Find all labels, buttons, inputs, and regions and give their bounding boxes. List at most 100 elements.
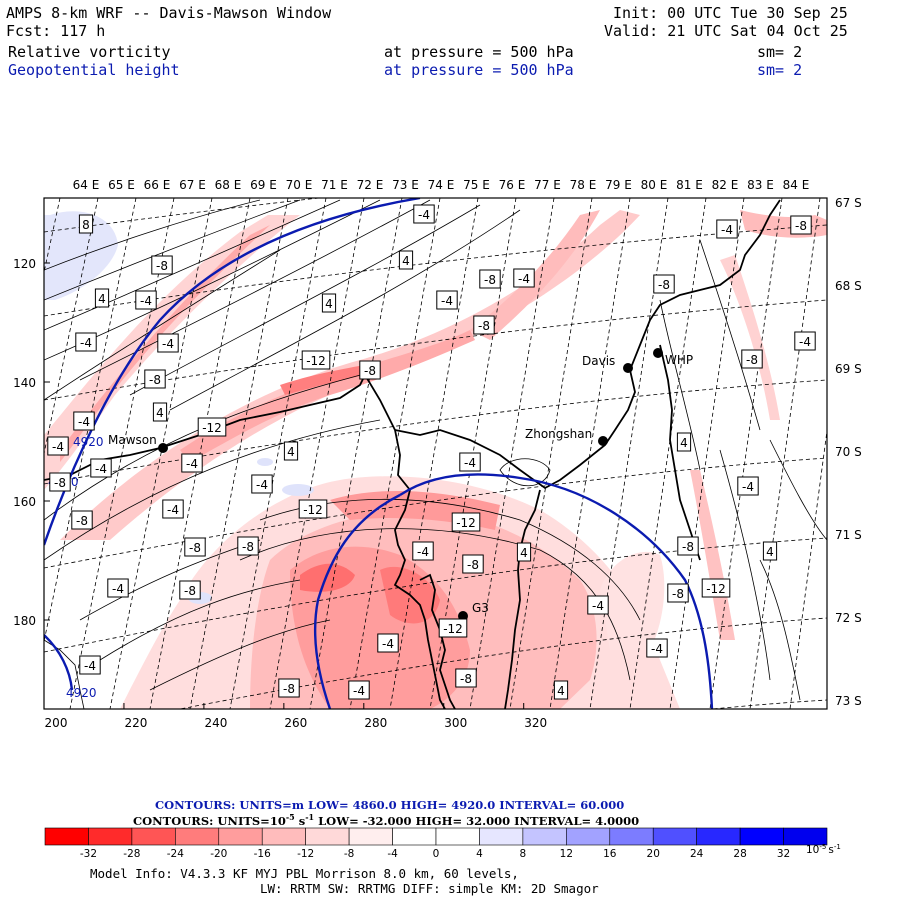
vorticity-label: -4 bbox=[90, 458, 112, 478]
vorticity-label: 4 bbox=[676, 432, 692, 452]
longitude-label: 70 E bbox=[286, 178, 313, 192]
vorticity-label-text: -8 bbox=[149, 373, 161, 387]
vorticity-label-text: -4 bbox=[441, 294, 453, 308]
longitude-line bbox=[44, 198, 99, 456]
station-label-g3: G3 bbox=[472, 601, 489, 615]
contour-line bbox=[769, 439, 827, 541]
vorticity-label: -8 bbox=[667, 583, 689, 603]
contour-line bbox=[759, 559, 801, 701]
vorticity-label-text: -12 bbox=[306, 354, 326, 368]
vorticity-label-text: -4 bbox=[418, 208, 430, 222]
longitude-label: 78 E bbox=[570, 178, 597, 192]
vorticity-label-text: -12 bbox=[443, 622, 463, 636]
vorticity-units-suffix: s bbox=[294, 813, 306, 828]
height-label: 4920 bbox=[66, 686, 97, 700]
vorticity-label: -8 bbox=[184, 537, 206, 557]
latitude-line bbox=[44, 457, 827, 569]
vorticity-label: -12 bbox=[301, 350, 331, 370]
vorticity-label: -8 bbox=[359, 360, 381, 380]
vorticity-label: -4 bbox=[436, 290, 458, 310]
vorticity-label-text: -4 bbox=[417, 545, 429, 559]
vorticity-label-text: 4 bbox=[402, 254, 410, 268]
vorticity-label-text: 4 bbox=[287, 445, 295, 459]
longitude-label: 84 E bbox=[783, 178, 810, 192]
field2-name: Geopotential height bbox=[8, 61, 180, 79]
station-marker-zhongshan bbox=[598, 436, 608, 446]
vorticity-label: -4 bbox=[107, 578, 129, 598]
height-contour bbox=[44, 198, 421, 546]
vorticity-label: -8 bbox=[71, 510, 93, 530]
colorbar-swatch bbox=[131, 827, 176, 846]
vorticity-label: -4 bbox=[737, 476, 759, 496]
vorticity-label: -4 bbox=[73, 411, 95, 431]
longitude-line bbox=[709, 198, 783, 709]
vorticity-contour-values: LOW= -32.000 HIGH= 32.000 INTERVAL= 4.00… bbox=[314, 813, 640, 828]
latitude-label: 68 S bbox=[835, 279, 862, 293]
vorticity-label: -8 bbox=[144, 369, 166, 389]
longitude-line bbox=[669, 198, 745, 709]
colorbar-swatch bbox=[696, 827, 741, 846]
colorbar-label: -24 bbox=[167, 848, 184, 860]
station-label-whp: WHP bbox=[665, 353, 693, 367]
field1-smoothing: sm= 2 bbox=[757, 43, 803, 61]
contour-line bbox=[44, 419, 381, 561]
colorbar-units-tail: s bbox=[828, 844, 833, 856]
colorbar-label: 32 bbox=[777, 848, 790, 860]
valid-time: Valid: 21 UTC Sat 04 Oct 25 bbox=[604, 22, 848, 40]
colorbar-label: 4 bbox=[476, 848, 483, 860]
colorbar-swatch bbox=[44, 827, 89, 846]
colorbar-swatch bbox=[566, 827, 611, 846]
colorbar-swatch bbox=[348, 827, 393, 846]
longitude-label: 65 E bbox=[108, 178, 135, 192]
geopotential-height-contours bbox=[44, 198, 714, 709]
contour-line bbox=[149, 619, 331, 691]
positive-spot bbox=[282, 484, 314, 496]
latitude-label: 73 S bbox=[835, 694, 862, 708]
vorticity-label: -4 bbox=[348, 680, 370, 700]
colorbar-swatch bbox=[261, 827, 306, 846]
vorticity-label-text: 8 bbox=[82, 218, 90, 232]
contour-line bbox=[699, 239, 761, 431]
height-contour bbox=[313, 493, 401, 709]
positive-spot bbox=[257, 458, 273, 466]
height-contour bbox=[399, 473, 714, 709]
vorticity-contour-info: CONTOURS: UNITS=10-5 s-1 LOW= -32.000 HI… bbox=[133, 812, 640, 828]
longitude-label: 69 E bbox=[250, 178, 277, 192]
longitude-line bbox=[69, 198, 175, 709]
longitude-label: 74 E bbox=[428, 178, 455, 192]
y-tick-label: 120 bbox=[13, 257, 36, 271]
vorticity-label: 4 bbox=[283, 441, 299, 461]
colorbar-label: 20 bbox=[647, 848, 660, 860]
vorticity-label: -4 bbox=[716, 219, 738, 239]
vorticity-label: -8 bbox=[473, 315, 495, 335]
chart-title: AMPS 8-km WRF -- Davis-Mawson Window bbox=[6, 4, 332, 22]
vorticity-label: 4 bbox=[94, 288, 110, 308]
vorticity-label: -8 bbox=[237, 536, 259, 556]
station-marker-davis bbox=[623, 363, 633, 373]
vorticity-band-ne bbox=[470, 210, 600, 340]
contour-line bbox=[79, 199, 431, 381]
vorticity-label: -8 bbox=[479, 269, 501, 289]
latitude-line bbox=[44, 537, 827, 653]
vorticity-label: -4 bbox=[135, 290, 157, 310]
vorticity-label-text: -8 bbox=[682, 540, 694, 554]
vorticity-label-text: 4 bbox=[98, 292, 106, 306]
vorticity-label: -4 bbox=[79, 655, 101, 675]
vorticity-contours bbox=[44, 199, 827, 701]
vorticity-units-prefix: CONTOURS: UNITS=10 bbox=[133, 813, 286, 828]
vorticity-label: 4 bbox=[553, 680, 569, 700]
latitude-label: 70 S bbox=[835, 445, 862, 459]
colorbar-units-exp: -5 bbox=[819, 843, 826, 851]
vorticity-label: -8 bbox=[278, 678, 300, 698]
colorbar-label: 8 bbox=[520, 848, 527, 860]
vorticity-label: -4 bbox=[157, 333, 179, 353]
colorbar-swatch bbox=[305, 827, 350, 846]
vorticity-label: 4 bbox=[398, 250, 414, 270]
vorticity-strip-east bbox=[720, 255, 780, 420]
longitude-label: 71 E bbox=[321, 178, 348, 192]
colorbar-units-tail-exp: -1 bbox=[834, 843, 841, 851]
vorticity-label: -4 bbox=[513, 268, 535, 288]
longitude-line bbox=[269, 198, 365, 709]
colorbar-swatch bbox=[435, 827, 480, 846]
vorticity-label-text: -4 bbox=[80, 336, 92, 350]
